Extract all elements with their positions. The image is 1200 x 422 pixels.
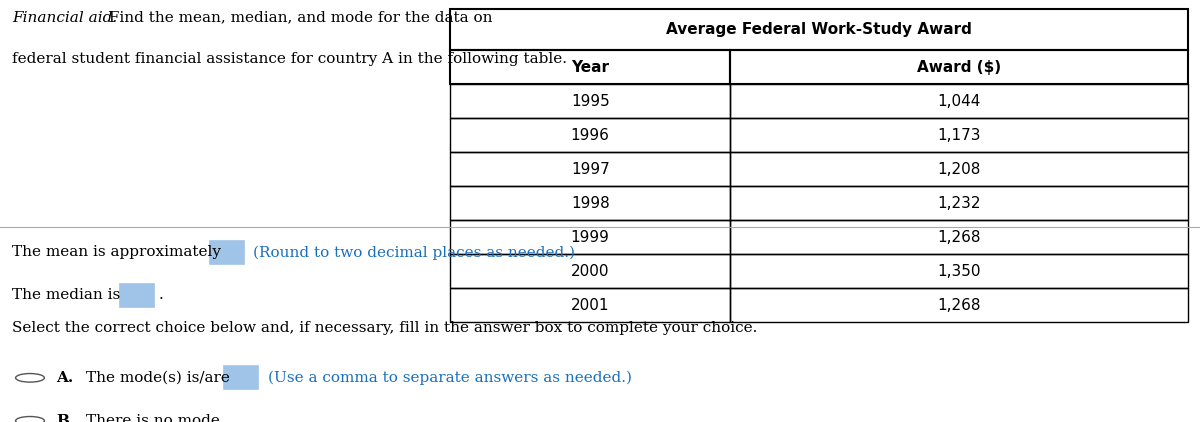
Text: Select the correct choice below and, if necessary, fill in the answer box to com: Select the correct choice below and, if … — [12, 321, 757, 335]
Bar — [731, 254, 1188, 288]
Bar — [450, 186, 731, 220]
Bar — [450, 9, 1188, 50]
Text: Average Federal Work-Study Award: Average Federal Work-Study Award — [666, 22, 972, 37]
Bar — [450, 254, 731, 288]
Text: B.: B. — [56, 414, 74, 422]
Bar — [120, 284, 154, 307]
Bar — [450, 152, 731, 186]
Text: Find the mean, median, and mode for the data on: Find the mean, median, and mode for the … — [104, 11, 493, 25]
Text: 1997: 1997 — [571, 162, 610, 177]
Text: federal student financial assistance for country A in the following table.: federal student financial assistance for… — [12, 52, 568, 66]
Text: 1,350: 1,350 — [937, 264, 980, 279]
Text: The mode(s) is/are: The mode(s) is/are — [86, 371, 230, 385]
Text: Year: Year — [571, 60, 610, 75]
Text: Award ($): Award ($) — [917, 60, 1001, 75]
Bar — [224, 366, 258, 390]
Text: 1,044: 1,044 — [937, 94, 980, 109]
Text: 1,268: 1,268 — [937, 230, 980, 245]
Text: 1,208: 1,208 — [937, 162, 980, 177]
Text: 1,173: 1,173 — [937, 128, 980, 143]
Text: 2000: 2000 — [571, 264, 610, 279]
Bar — [450, 220, 731, 254]
Bar — [731, 84, 1188, 118]
Text: A.: A. — [56, 371, 73, 385]
Bar — [210, 241, 244, 264]
Bar — [450, 118, 731, 152]
Bar — [731, 118, 1188, 152]
Bar — [731, 186, 1188, 220]
Text: 1,232: 1,232 — [937, 196, 980, 211]
Text: (Round to two decimal places as needed.): (Round to two decimal places as needed.) — [253, 245, 575, 260]
Bar — [450, 50, 731, 84]
Text: 1999: 1999 — [571, 230, 610, 245]
Bar — [731, 152, 1188, 186]
Bar — [450, 84, 731, 118]
Text: 2001: 2001 — [571, 298, 610, 313]
Text: (Use a comma to separate answers as needed.): (Use a comma to separate answers as need… — [268, 371, 631, 385]
Bar — [731, 288, 1188, 322]
Text: Financial aid.: Financial aid. — [12, 11, 118, 25]
Bar — [731, 220, 1188, 254]
Text: 1996: 1996 — [571, 128, 610, 143]
Text: 1995: 1995 — [571, 94, 610, 109]
Text: 1,268: 1,268 — [937, 298, 980, 313]
Text: 1998: 1998 — [571, 196, 610, 211]
Text: The median is: The median is — [12, 289, 120, 303]
Text: The mean is approximately: The mean is approximately — [12, 246, 221, 260]
Text: There is no mode.: There is no mode. — [86, 414, 226, 422]
Bar — [450, 288, 731, 322]
Text: .: . — [158, 289, 163, 303]
Bar — [731, 50, 1188, 84]
